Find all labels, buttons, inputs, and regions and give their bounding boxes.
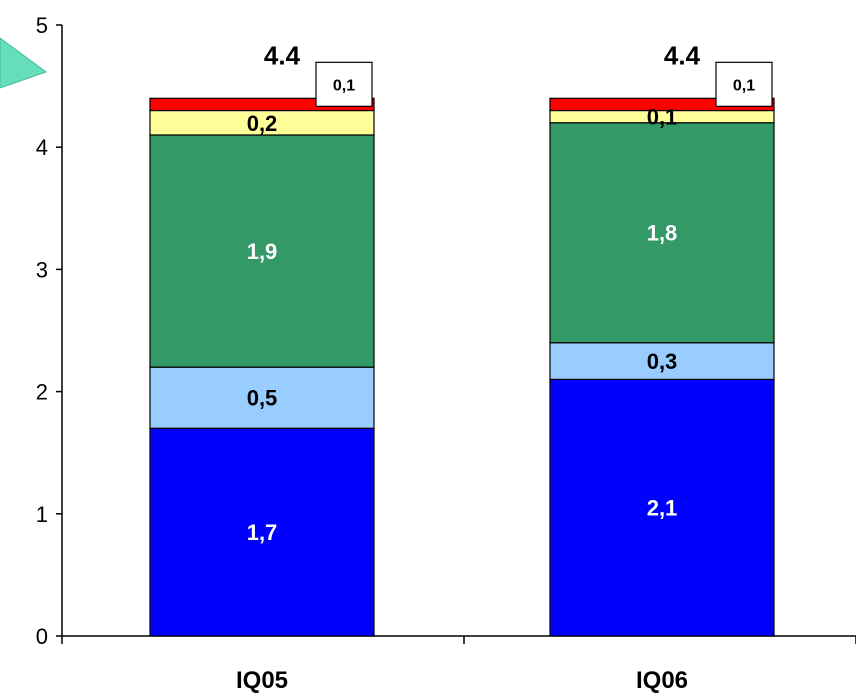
data-label: 1,8 [647,221,678,246]
data-label: 0,3 [647,349,678,374]
bar-segment [549,122,775,344]
y-tick-label: 3 [36,257,48,282]
data-label: 1,9 [247,239,278,264]
bars [149,97,775,637]
data-label: 0,2 [247,111,278,136]
data-label: 2,1 [647,496,678,521]
callout-box [715,61,773,107]
total-label: 4.4 [264,40,301,70]
total-label: 4.4 [664,40,701,70]
y-tick-label: 1 [36,502,48,527]
callout-box [315,61,373,107]
bar-segment [549,378,775,637]
data-label: 0,1 [333,77,355,94]
y-tick-label: 2 [36,380,48,405]
data-label: 0,5 [247,386,278,411]
data-label: 0,1 [647,105,678,130]
y-tick-label: 5 [36,13,48,38]
labels: IQ05 IQ06 1,7 0,5 1,9 0,2 0,1 4.4 2,1 0,3 1,8 0,1 0,… [236,40,773,694]
bar-segment [149,427,375,637]
bar-segment [549,342,775,380]
y-tick-label: 0 [36,624,48,649]
bar-segment [149,366,375,429]
x-category-label: IQ05 [236,667,288,694]
data-label: 0,1 [733,77,755,94]
x-category-label: IQ06 [636,667,688,694]
y-tick-label: 4 [36,135,48,160]
data-label: 1,7 [247,520,278,545]
bar-segment [149,134,375,368]
arrow-decoration-icon [0,37,48,89]
bar-segment [149,109,375,136]
